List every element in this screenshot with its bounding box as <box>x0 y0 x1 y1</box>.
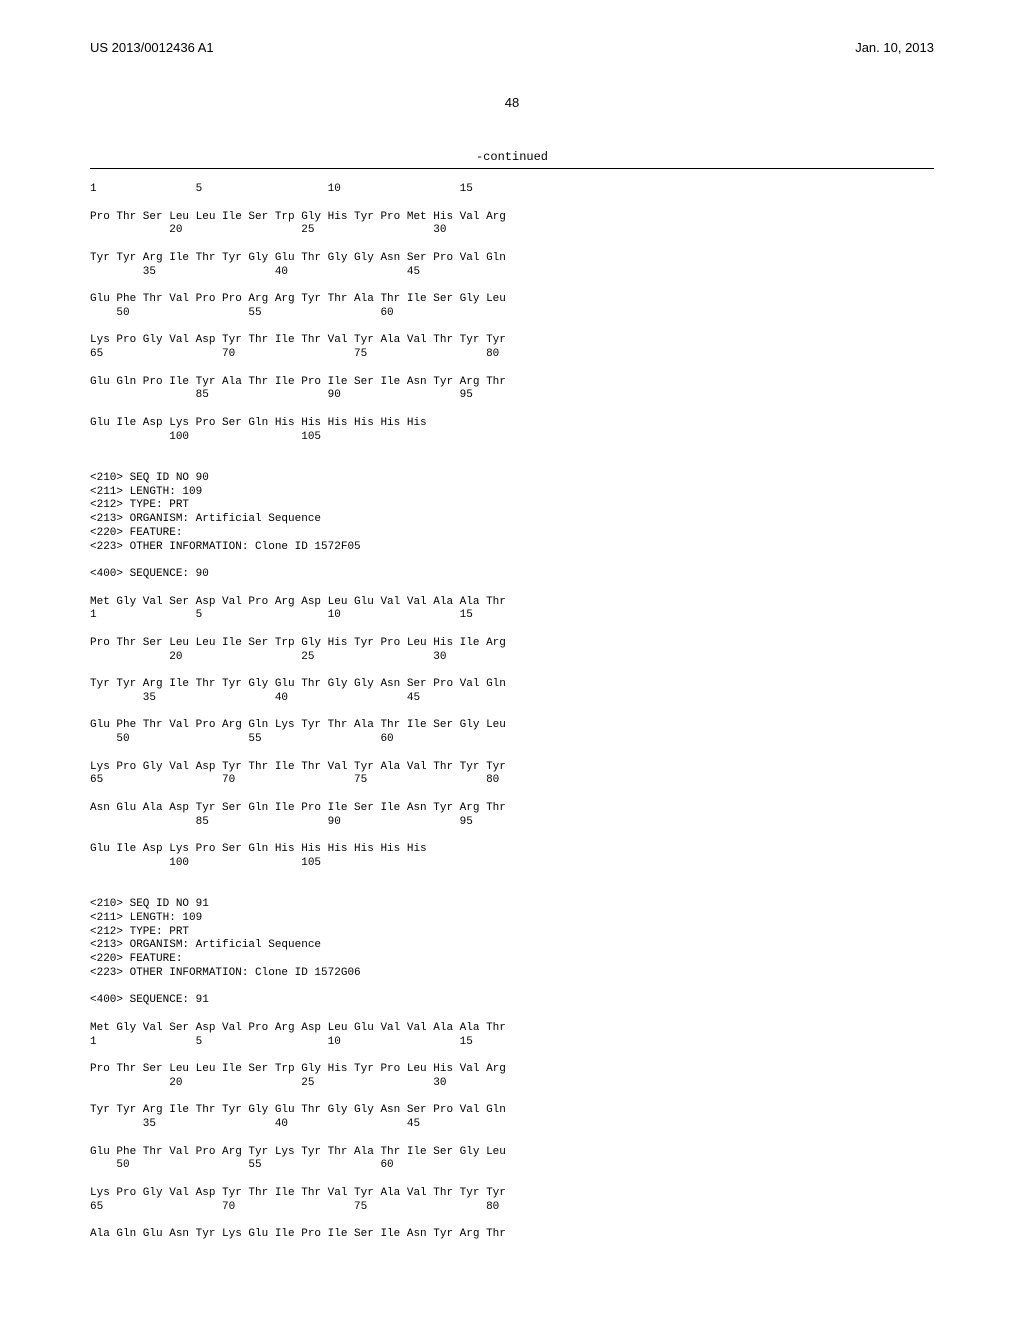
sequence-listing: 1 5 10 15 Pro Thr Ser Leu Leu Ile Ser Tr… <box>90 183 934 1242</box>
publication-number: US 2013/0012436 A1 <box>90 40 214 55</box>
page-header: US 2013/0012436 A1 Jan. 10, 2013 <box>90 40 934 55</box>
publication-date: Jan. 10, 2013 <box>855 40 934 55</box>
page-number: 48 <box>90 95 934 110</box>
continued-label: -continued <box>90 150 934 164</box>
page-container: US 2013/0012436 A1 Jan. 10, 2013 48 -con… <box>0 0 1024 1282</box>
horizontal-rule <box>90 168 934 169</box>
